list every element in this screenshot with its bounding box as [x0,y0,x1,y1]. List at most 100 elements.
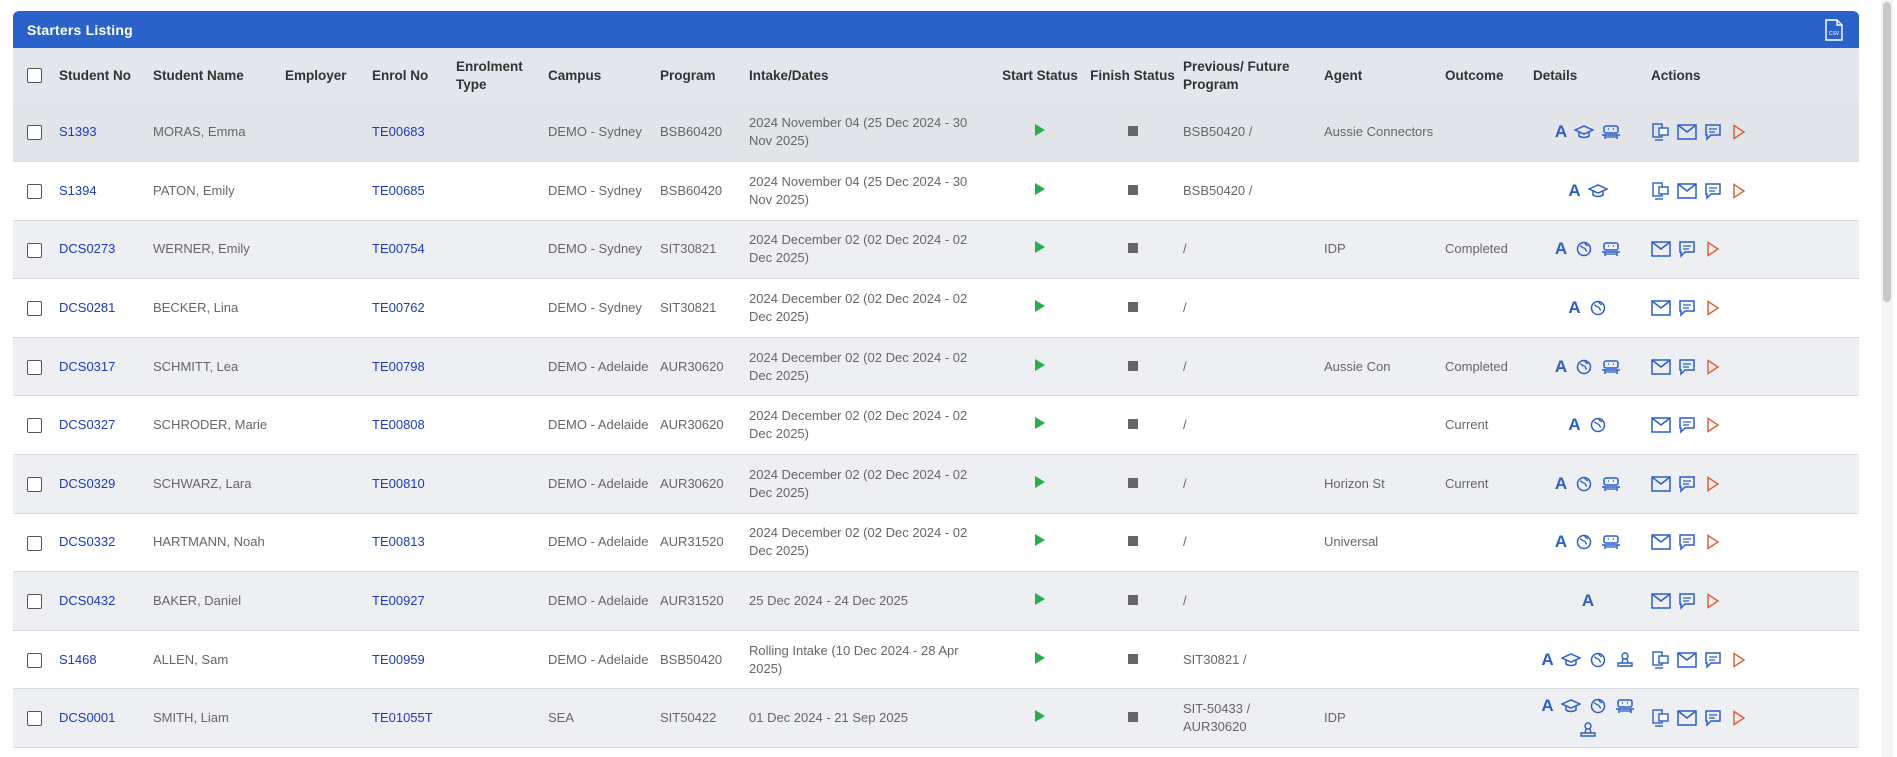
student-no-link[interactable]: S1468 [59,651,97,667]
chat-icon[interactable] [1677,298,1697,318]
graduation-cap-icon[interactable] [1574,122,1595,142]
play-action-icon[interactable] [1703,474,1723,494]
font-a-icon[interactable]: A [1554,122,1568,142]
mail-icon[interactable] [1651,357,1671,377]
enrol-no-link[interactable]: TE00959 [372,651,425,667]
play-action-icon[interactable] [1729,181,1749,201]
finish-status-stop-icon[interactable] [1127,243,1138,254]
documents-icon[interactable] [1651,122,1671,142]
enrol-no-link[interactable]: TE00762 [372,300,425,316]
robot-icon[interactable] [1601,239,1621,259]
documents-icon[interactable] [1651,181,1671,201]
robot-icon[interactable] [1615,696,1635,716]
student-no-link[interactable]: S1393 [59,124,97,140]
col-enrol-no[interactable]: Enrol No [368,48,452,103]
font-a-icon[interactable]: A [1541,696,1554,716]
mail-icon[interactable] [1677,708,1697,728]
enrol-no-link[interactable]: TE00798 [372,358,425,374]
font-a-icon[interactable]: A [1581,591,1595,611]
finish-status-stop-icon[interactable] [1127,126,1138,137]
col-finish-status[interactable]: Finish Status [1086,48,1179,103]
start-status-play-icon[interactable] [1035,358,1045,371]
row-checkbox[interactable] [26,418,42,434]
graduation-cap-icon[interactable] [1587,181,1608,201]
enrol-no-link[interactable]: TE00810 [372,475,425,491]
mail-icon[interactable] [1677,181,1697,201]
row-checkbox[interactable] [26,183,42,199]
finish-status-stop-icon[interactable] [1127,419,1138,430]
font-a-icon[interactable]: A [1554,473,1568,493]
globe-icon[interactable] [1574,357,1594,377]
font-a-icon[interactable]: A [1568,180,1581,200]
col-student-name[interactable]: Student Name [149,48,281,103]
student-no-link[interactable]: DCS0327 [59,417,116,433]
font-a-icon[interactable]: A [1554,532,1568,552]
chat-icon[interactable] [1703,708,1723,728]
finish-status-stop-icon[interactable] [1127,184,1138,195]
enrol-no-link[interactable]: TE00808 [372,417,425,433]
documents-icon[interactable] [1651,650,1671,670]
enrol-no-link[interactable]: TE00813 [372,534,425,550]
play-action-icon[interactable] [1703,591,1723,611]
mail-icon[interactable] [1651,532,1671,552]
play-action-icon[interactable] [1703,532,1723,552]
student-no-link[interactable]: S1394 [59,182,97,198]
stamp-icon[interactable] [1578,720,1598,740]
start-status-play-icon[interactable] [1035,475,1045,488]
row-checkbox[interactable] [26,301,42,317]
start-status-play-icon[interactable] [1035,593,1045,606]
mail-icon[interactable] [1651,415,1671,435]
globe-icon[interactable] [1588,298,1608,318]
play-action-icon[interactable] [1703,357,1723,377]
row-checkbox[interactable] [26,125,42,141]
col-intake[interactable]: Intake/Dates [745,48,994,103]
page-scrollbar[interactable] [1881,0,1893,757]
start-status-play-icon[interactable] [1035,710,1045,723]
chat-icon[interactable] [1677,357,1697,377]
chat-icon[interactable] [1677,532,1697,552]
student-no-link[interactable]: DCS0317 [59,358,116,374]
row-checkbox[interactable] [26,359,42,375]
documents-icon[interactable] [1651,708,1671,728]
finish-status-stop-icon[interactable] [1127,302,1138,313]
start-status-play-icon[interactable] [1035,241,1045,254]
student-no-link[interactable]: DCS0329 [59,475,116,491]
globe-icon[interactable] [1588,650,1608,670]
col-student-no[interactable]: Student No [55,48,149,103]
enrol-no-link[interactable]: TE00927 [372,593,425,609]
col-employer[interactable]: Employer [281,48,368,103]
col-prev-future[interactable]: Previous/ Future Program [1179,48,1320,103]
finish-status-stop-icon[interactable] [1127,360,1138,371]
col-campus[interactable]: Campus [544,48,656,103]
start-status-play-icon[interactable] [1035,182,1045,195]
enrol-no-link[interactable]: TE00685 [372,182,425,198]
chat-icon[interactable] [1677,591,1697,611]
font-a-icon[interactable]: A [1568,298,1581,318]
col-enrolment-type[interactable]: Enrolment Type [452,48,544,103]
col-program[interactable]: Program [656,48,745,103]
stamp-icon[interactable] [1615,650,1635,670]
col-agent[interactable]: Agent [1320,48,1441,103]
globe-icon[interactable] [1574,532,1594,552]
student-no-link[interactable]: DCS0281 [59,300,116,316]
robot-icon[interactable] [1601,474,1621,494]
row-checkbox[interactable] [26,535,42,551]
globe-icon[interactable] [1574,474,1594,494]
start-status-play-icon[interactable] [1035,534,1045,547]
play-action-icon[interactable] [1703,415,1723,435]
finish-status-stop-icon[interactable] [1127,536,1138,547]
chat-icon[interactable] [1703,650,1723,670]
start-status-play-icon[interactable] [1035,124,1045,137]
graduation-cap-icon[interactable] [1560,696,1581,716]
finish-status-stop-icon[interactable] [1127,653,1138,664]
font-a-icon[interactable]: A [1541,649,1554,669]
row-checkbox[interactable] [26,711,42,727]
chat-icon[interactable] [1703,181,1723,201]
start-status-play-icon[interactable] [1035,300,1045,313]
finish-status-stop-icon[interactable] [1127,477,1138,488]
select-all-checkbox[interactable] [26,68,42,84]
mail-icon[interactable] [1651,298,1671,318]
mail-icon[interactable] [1677,650,1697,670]
mail-icon[interactable] [1651,474,1671,494]
scrollbar-thumb[interactable] [1883,2,1891,302]
